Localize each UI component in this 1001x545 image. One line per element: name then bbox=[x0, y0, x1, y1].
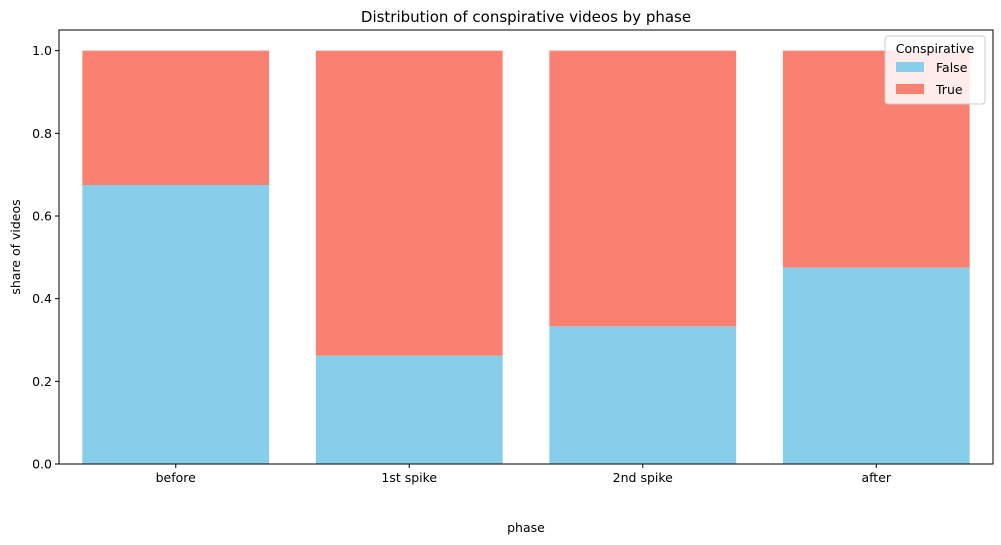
bar-true-1 bbox=[315, 50, 503, 356]
y-tick-label: 0.0 bbox=[32, 457, 52, 472]
bar-false-0 bbox=[82, 185, 270, 464]
chart-title: Distribution of conspirative videos by p… bbox=[361, 8, 691, 26]
legend-swatch-false bbox=[896, 62, 924, 72]
y-tick-label: 0.2 bbox=[32, 374, 52, 389]
legend-swatch-true bbox=[896, 84, 924, 94]
legend-label-false: False bbox=[936, 60, 968, 75]
bars-group bbox=[82, 50, 970, 464]
legend: Conspirative False True bbox=[884, 35, 986, 105]
legend-title: Conspirative bbox=[896, 41, 975, 56]
y-tick-label: 0.8 bbox=[32, 126, 52, 141]
x-tick-label: before bbox=[156, 470, 197, 485]
bar-false-1 bbox=[315, 355, 503, 464]
y-tick-label: 1.0 bbox=[32, 43, 52, 58]
y-tick-label: 0.4 bbox=[32, 291, 52, 306]
bar-true-2 bbox=[549, 50, 737, 327]
bar-false-2 bbox=[549, 326, 737, 464]
y-axis: 0.0 0.2 0.4 0.6 0.8 1.0 bbox=[32, 43, 59, 472]
x-tick-label: 1st spike bbox=[381, 470, 437, 485]
y-axis-label: share of videos bbox=[8, 199, 23, 294]
y-tick-label: 0.6 bbox=[32, 209, 52, 224]
x-axis: before 1st spike 2nd spike after bbox=[156, 464, 892, 485]
bar-false-3 bbox=[782, 267, 970, 464]
x-axis-label: phase bbox=[507, 520, 545, 535]
legend-label-true: True bbox=[935, 82, 963, 97]
x-tick-label: after bbox=[861, 470, 891, 485]
x-tick-label: 2nd spike bbox=[613, 470, 673, 485]
plot-frame bbox=[58, 29, 994, 465]
bar-true-0 bbox=[82, 50, 270, 185]
